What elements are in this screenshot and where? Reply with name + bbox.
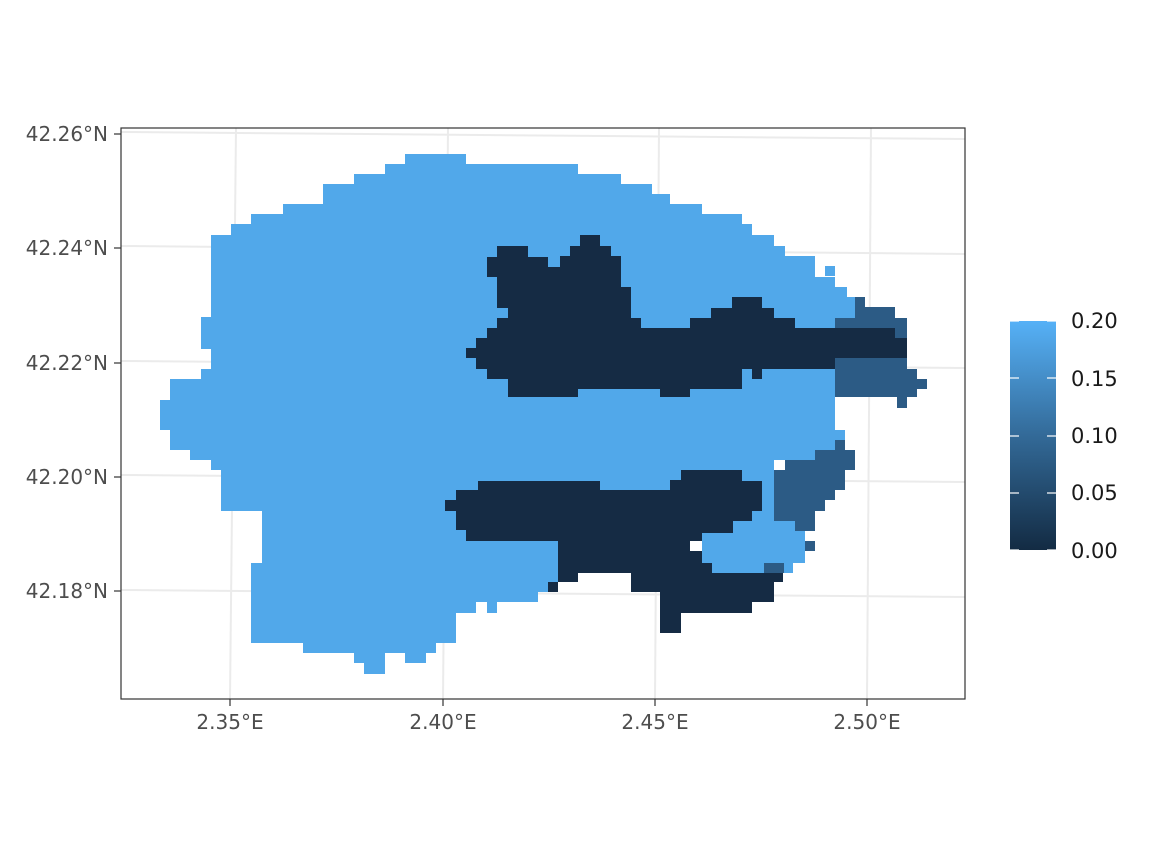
legend-label: 0.20 xyxy=(1071,309,1118,333)
legend-label: 0.00 xyxy=(1071,539,1118,563)
panel-border xyxy=(120,127,966,700)
x-tick-label: 2.45°E xyxy=(621,710,688,734)
x-tick-label: 2.35°E xyxy=(196,710,263,734)
raster-cell-medium xyxy=(805,541,815,551)
y-tick-label: 42.20°N xyxy=(26,465,108,489)
raster-cell-dark xyxy=(548,582,558,592)
raster-cell-medium xyxy=(764,563,784,573)
legend-label: 0.15 xyxy=(1071,367,1118,391)
x-axis xyxy=(229,699,868,706)
gridline-lat-42.26 xyxy=(120,131,966,140)
raster-cell-dark-east xyxy=(895,338,907,358)
gridline-lon-2.50 xyxy=(866,127,872,700)
raster-region-dark-lower xyxy=(445,470,783,633)
y-tick-label: 42.22°N xyxy=(26,351,108,375)
raster-region-light xyxy=(160,154,865,674)
raster-region-medium-southeast xyxy=(774,440,855,531)
x-tick-label: 2.40°E xyxy=(409,710,476,734)
legend-label: 0.10 xyxy=(1071,424,1118,448)
raster-region-medium-east xyxy=(835,297,927,408)
raster-cell-light xyxy=(825,266,835,276)
legend-label: 0.05 xyxy=(1071,481,1118,505)
raster-region-dark-upper xyxy=(466,235,895,397)
y-tick-label: 42.26°N xyxy=(26,122,108,146)
y-tick-label: 42.24°N xyxy=(26,236,108,260)
x-tick-label: 2.50°E xyxy=(833,710,900,734)
y-axis xyxy=(114,133,121,592)
legend: 0.20 0.15 0.10 0.05 0.00 xyxy=(1010,309,1118,563)
y-tick-label: 42.18°N xyxy=(26,579,108,603)
